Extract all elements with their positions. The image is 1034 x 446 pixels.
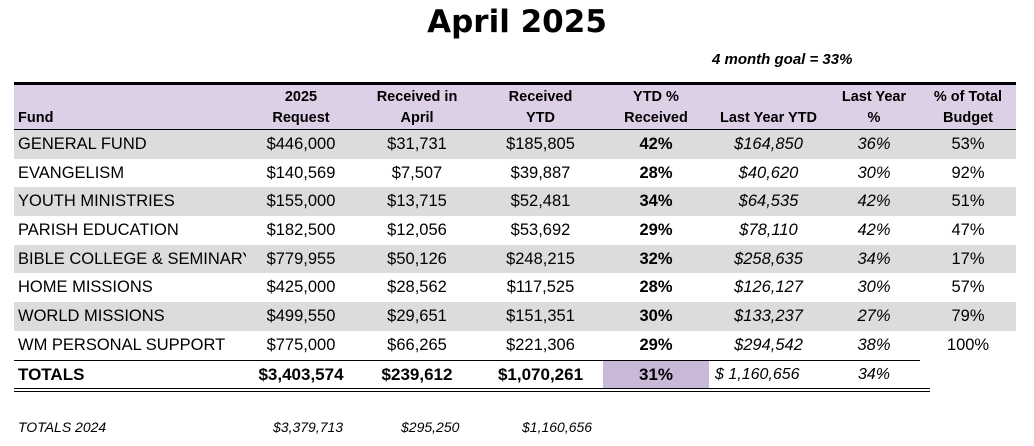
ytd-cell: $53,692: [510, 220, 571, 239]
ly-pct-cell: 27%: [828, 302, 920, 331]
last-year-cell: $40,620: [738, 163, 799, 182]
totals-ytd: $1,070,261: [478, 359, 603, 389]
fund-name: HOME MISSIONS: [18, 278, 153, 297]
funds-table: Fund 2025 Request Received in April Receiv…: [14, 85, 1016, 389]
ytd-pct-cell: 34%: [603, 187, 709, 217]
budget-pct-cell: 57%: [951, 278, 985, 297]
ly-pct-cell: 38%: [857, 335, 891, 354]
header-budget-pct: % of Total Budget: [920, 85, 1016, 130]
header-fund: Fund: [14, 85, 246, 130]
received-cell: $66,265: [387, 335, 447, 354]
totals-2024-request: $3,379,713: [273, 419, 344, 435]
ytd-pct-cell: 30%: [603, 302, 709, 331]
ytd-pct-cell: 42%: [603, 129, 709, 159]
ly-pct-cell: 36%: [828, 129, 920, 159]
ytd-cell: $151,351: [478, 302, 603, 331]
ly-pct-cell: 42%: [828, 187, 920, 217]
last-year-cell: $258,635: [709, 244, 828, 274]
budget-pct-cell: 51%: [920, 187, 1016, 217]
fund-name: GENERAL FUND: [14, 129, 246, 159]
received-cell: $29,651: [356, 302, 478, 331]
totals-label: TOTALS: [14, 359, 246, 389]
totals-double-rule: [14, 388, 930, 392]
header-ytd-pct: YTD % Received: [603, 85, 709, 130]
received-cell: $28,562: [387, 278, 447, 297]
table-row: EVANGELISM $140,569 $7,507 $39,887 28% $…: [14, 159, 1016, 188]
totals-ly-pct: 34%: [828, 359, 920, 389]
received-cell: $7,507: [391, 163, 443, 182]
totals-ytd-pct: 31%: [603, 359, 709, 389]
budget-pct-cell: 100%: [946, 335, 990, 354]
received-cell: $13,715: [356, 187, 478, 217]
request-cell: $775,000: [266, 335, 336, 354]
received-cell: $50,126: [356, 244, 478, 274]
totals-budget-empty: [920, 360, 1016, 389]
ytd-pct-cell: 28%: [639, 163, 673, 182]
received-cell: $12,056: [387, 220, 447, 239]
totals-received: $239,612: [356, 359, 478, 389]
totals-last-year: $ 1,160,656: [709, 359, 828, 389]
table-row: HOME MISSIONS $425,000 $28,562 $117,525 …: [14, 273, 1016, 302]
last-year-cell: $133,237: [709, 302, 828, 331]
budget-pct-cell: 79%: [920, 302, 1016, 331]
ytd-pct-cell: 29%: [639, 220, 673, 239]
header-ytd: Received YTD: [478, 85, 603, 130]
table-row: GENERAL FUND $446,000 $31,731 $185,805 4…: [14, 129, 1016, 159]
budget-pct-cell: 47%: [951, 220, 985, 239]
ly-pct-cell: 42%: [857, 220, 891, 239]
page-title: April 2025: [427, 4, 607, 40]
totals-request: $3,403,574: [246, 359, 356, 389]
table-row: PARISH EDUCATION $182,500 $12,056 $53,69…: [14, 216, 1016, 245]
ly-pct-cell: 30%: [857, 278, 891, 297]
last-year-cell: $294,542: [734, 335, 803, 354]
table-row: BIBLE COLLEGE & SEMINARY $779,955 $50,12…: [14, 244, 1016, 274]
ytd-cell: $52,481: [478, 187, 603, 217]
ytd-cell: $221,306: [506, 335, 575, 354]
request-cell: $779,955: [246, 244, 356, 274]
last-year-cell: $64,535: [709, 187, 828, 217]
budget-pct-cell: 17%: [920, 244, 1016, 274]
ly-pct-cell: 34%: [828, 244, 920, 274]
last-year-cell: $164,850: [709, 129, 828, 159]
request-cell: $499,550: [246, 302, 356, 331]
goal-note: 4 month goal = 33%: [712, 51, 853, 68]
budget-pct-cell: 92%: [951, 163, 985, 182]
ytd-cell: $185,805: [478, 129, 603, 159]
header-row: Fund 2025 Request Received in April Receiv…: [14, 85, 1016, 130]
totals-2024-received: $295,250: [401, 419, 460, 435]
table-row: WORLD MISSIONS $499,550 $29,651 $151,351…: [14, 302, 1016, 331]
request-cell: $140,569: [266, 163, 336, 182]
last-year-cell: $78,110: [739, 220, 798, 239]
fund-name: YOUTH MINISTRIES: [14, 187, 246, 217]
budget-pct-cell: 53%: [920, 129, 1016, 159]
totals-2024-ytd: $1,160,656: [522, 419, 593, 435]
request-cell: $182,500: [266, 220, 336, 239]
ly-pct-cell: 30%: [857, 163, 891, 182]
fund-name: PARISH EDUCATION: [18, 220, 179, 239]
last-year-cell: $126,127: [734, 278, 803, 297]
ytd-pct-cell: 29%: [639, 335, 673, 354]
ytd-cell: $117,525: [506, 278, 575, 297]
ytd-cell: $248,215: [478, 244, 603, 274]
top-rule: [14, 82, 1016, 85]
request-cell: $155,000: [246, 187, 356, 217]
fund-name: WORLD MISSIONS: [14, 302, 246, 331]
header-last-year: Last Year YTD: [709, 85, 828, 130]
request-cell: $446,000: [246, 129, 356, 159]
header-request: 2025 Request: [246, 85, 356, 130]
fund-name: BIBLE COLLEGE & SEMINARY: [14, 244, 246, 274]
request-cell: $425,000: [266, 278, 336, 297]
ytd-pct-cell: 28%: [639, 278, 673, 297]
header-received: Received in April: [356, 85, 478, 130]
table-row: WM PERSONAL SUPPORT $775,000 $66,265 $22…: [14, 331, 1016, 360]
ytd-cell: $39,887: [510, 163, 571, 182]
received-cell: $31,731: [356, 129, 478, 159]
fund-name: WM PERSONAL SUPPORT: [18, 335, 226, 354]
totals-row: TOTALS $3,403,574 $239,612 $1,070,261 31…: [14, 359, 1016, 389]
ytd-pct-cell: 32%: [603, 244, 709, 274]
table-row: YOUTH MINISTRIES $155,000 $13,715 $52,48…: [14, 187, 1016, 217]
header-ly-pct: Last Year%: [828, 85, 920, 130]
totals-2024-label: TOTALS 2024: [18, 419, 107, 435]
fund-name: EVANGELISM: [18, 163, 125, 182]
